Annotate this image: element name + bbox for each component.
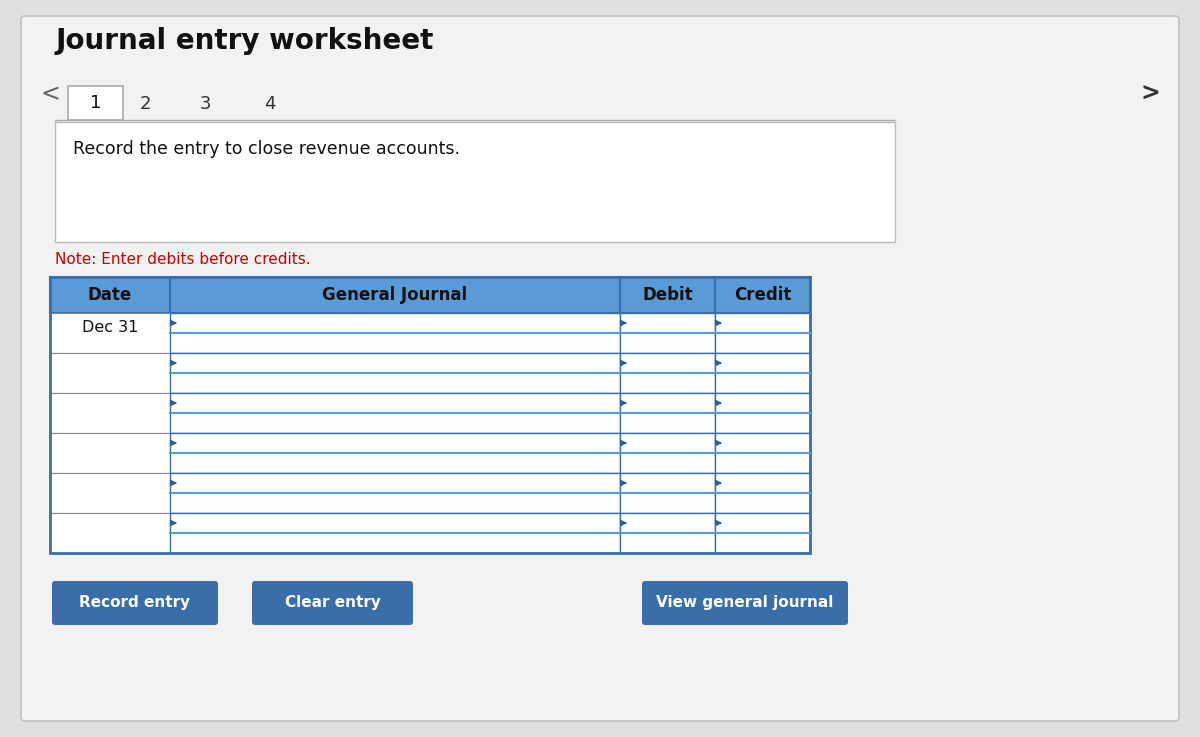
- Text: General Journal: General Journal: [323, 286, 468, 304]
- Bar: [715, 493, 810, 513]
- Bar: [715, 413, 810, 433]
- Bar: [715, 473, 810, 493]
- Bar: [620, 453, 715, 473]
- Bar: [715, 313, 810, 333]
- Text: Credit: Credit: [734, 286, 791, 304]
- Text: View general journal: View general journal: [656, 595, 834, 610]
- Bar: [170, 373, 620, 393]
- Bar: [620, 373, 715, 393]
- FancyBboxPatch shape: [22, 16, 1178, 721]
- Bar: [715, 513, 810, 553]
- Bar: [715, 333, 810, 353]
- Bar: [620, 513, 715, 553]
- Bar: [170, 313, 620, 353]
- Bar: [620, 277, 715, 313]
- Bar: [620, 333, 715, 353]
- Bar: [620, 533, 715, 553]
- Bar: [50, 277, 810, 553]
- Bar: [170, 513, 620, 533]
- Bar: [715, 353, 810, 393]
- Bar: [170, 513, 620, 553]
- Bar: [170, 453, 620, 473]
- FancyBboxPatch shape: [642, 581, 848, 625]
- Bar: [55, 122, 895, 242]
- Bar: [620, 433, 715, 453]
- Text: 2: 2: [139, 95, 151, 113]
- Bar: [620, 473, 715, 493]
- Bar: [50, 353, 170, 393]
- Text: Record entry: Record entry: [79, 595, 191, 610]
- Bar: [620, 513, 715, 533]
- Bar: [50, 433, 170, 473]
- Bar: [170, 353, 620, 393]
- Bar: [50, 313, 170, 353]
- Bar: [715, 373, 810, 393]
- Bar: [170, 473, 620, 493]
- Bar: [715, 533, 810, 553]
- Text: <: <: [40, 82, 60, 106]
- Bar: [170, 277, 620, 313]
- Bar: [170, 413, 620, 433]
- Bar: [170, 493, 620, 513]
- Text: Journal entry worksheet: Journal entry worksheet: [55, 27, 433, 55]
- Bar: [715, 393, 810, 433]
- Text: Dec 31: Dec 31: [82, 320, 138, 335]
- Bar: [170, 473, 620, 513]
- Bar: [620, 353, 715, 373]
- Bar: [715, 453, 810, 473]
- Text: Date: Date: [88, 286, 132, 304]
- Bar: [620, 413, 715, 433]
- Bar: [715, 473, 810, 513]
- FancyBboxPatch shape: [68, 86, 124, 120]
- Bar: [620, 393, 715, 413]
- Bar: [50, 473, 170, 513]
- Text: Note: Enter debits before credits.: Note: Enter debits before credits.: [55, 252, 311, 267]
- Bar: [715, 277, 810, 313]
- Bar: [620, 493, 715, 513]
- Bar: [620, 393, 715, 433]
- Text: Record the entry to close revenue accounts.: Record the entry to close revenue accoun…: [73, 140, 460, 158]
- Text: 1: 1: [90, 94, 101, 112]
- FancyBboxPatch shape: [252, 581, 413, 625]
- Bar: [620, 473, 715, 513]
- Bar: [170, 393, 620, 413]
- Bar: [170, 433, 620, 473]
- FancyBboxPatch shape: [52, 581, 218, 625]
- Bar: [715, 513, 810, 533]
- Text: 4: 4: [264, 95, 276, 113]
- Bar: [170, 353, 620, 373]
- Bar: [170, 333, 620, 353]
- Text: >: >: [1140, 82, 1160, 106]
- Bar: [50, 513, 170, 553]
- Bar: [50, 277, 170, 313]
- Bar: [715, 393, 810, 413]
- Text: Clear entry: Clear entry: [284, 595, 380, 610]
- Bar: [170, 533, 620, 553]
- Bar: [715, 433, 810, 473]
- Text: Debit: Debit: [642, 286, 692, 304]
- Bar: [620, 313, 715, 333]
- Bar: [715, 313, 810, 353]
- Text: 3: 3: [199, 95, 211, 113]
- Bar: [620, 433, 715, 473]
- Bar: [620, 313, 715, 353]
- Bar: [715, 353, 810, 373]
- Bar: [170, 433, 620, 453]
- Bar: [50, 393, 170, 433]
- Bar: [620, 353, 715, 393]
- Bar: [170, 313, 620, 333]
- Bar: [715, 433, 810, 453]
- Bar: [170, 393, 620, 433]
